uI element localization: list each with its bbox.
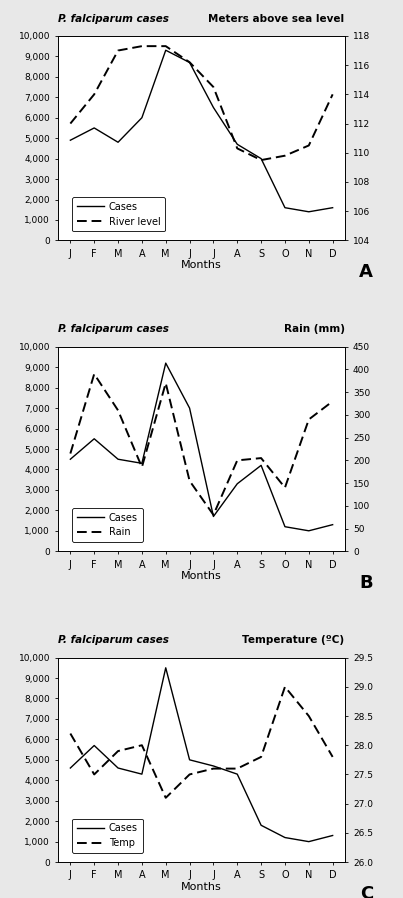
X-axis label: Months: Months [181,260,222,270]
Legend: Cases, Temp: Cases, Temp [72,819,143,853]
Temp [306,710,311,721]
X-axis label: Months: Months [181,882,222,892]
Line: Cases: Cases [71,363,332,531]
Cases [330,519,335,530]
Temp [68,728,73,739]
Line: Rain: Rain [71,374,332,515]
Cases [187,754,192,765]
Temp [163,792,168,803]
Legend: Cases, Rain: Cases, Rain [72,507,143,542]
Cases [92,434,97,445]
Cases [187,402,192,413]
River level [68,119,73,129]
Rain [92,369,97,380]
Cases [68,453,73,464]
Cases [116,762,120,773]
River level [235,143,240,154]
River level [330,89,335,100]
Text: C: C [360,885,373,898]
Cases [163,663,168,674]
Line: Temp: Temp [71,687,332,797]
Rain [259,453,264,463]
Cases [330,202,335,213]
Cases [139,112,144,123]
Cases [259,154,264,164]
Cases [68,135,73,145]
Line: River level: River level [71,46,332,160]
Cases [306,207,311,217]
Rain [116,405,120,416]
Cases [163,357,168,368]
Text: P. falciparum cases: P. falciparum cases [58,13,169,23]
Rain [306,414,311,425]
Cases [92,740,97,751]
Rain [139,462,144,472]
Line: Cases: Cases [71,668,332,841]
Rain [330,396,335,407]
Legend: Cases, River level: Cases, River level [72,197,166,232]
River level [116,45,120,56]
River level [283,150,287,161]
River level [163,40,168,51]
River level [92,89,97,100]
Cases [235,769,240,779]
Temp [116,745,120,756]
Rain [211,509,216,520]
Temp [92,769,97,779]
Cases [139,458,144,469]
Cases [211,761,216,771]
Cases [116,136,120,147]
Rain [163,378,168,389]
Temp [187,769,192,779]
Cases [330,830,335,841]
Cases [187,57,192,68]
Text: B: B [359,574,373,592]
Cases [211,511,216,522]
Cases [68,762,73,773]
Cases [283,202,287,213]
Cases [139,769,144,779]
Cases [283,522,287,533]
Temp [283,682,287,692]
River level [211,82,216,92]
Cases [163,45,168,56]
River level [306,140,311,151]
Text: Meters above sea level: Meters above sea level [208,13,345,23]
Cases [116,453,120,464]
Temp [211,763,216,774]
Cases [306,836,311,847]
Temp [259,752,264,762]
Cases [211,102,216,113]
Cases [92,122,97,133]
River level [187,57,192,67]
Rain [283,482,287,493]
River level [259,154,264,165]
River level [139,40,144,51]
Cases [259,820,264,831]
Cases [283,832,287,843]
Text: Rain (mm): Rain (mm) [284,324,345,334]
Cases [306,525,311,536]
Rain [68,448,73,459]
Line: Cases: Cases [71,50,332,212]
Rain [187,475,192,486]
X-axis label: Months: Months [181,571,222,581]
Text: Temperature (ºC): Temperature (ºC) [243,635,345,646]
Text: P. falciparum cases: P. falciparum cases [58,635,169,646]
Rain [235,455,240,466]
Temp [235,763,240,774]
Temp [139,740,144,751]
Cases [235,139,240,150]
Text: P. falciparum cases: P. falciparum cases [58,324,169,334]
Text: A: A [359,263,373,281]
Temp [330,752,335,762]
Cases [259,460,264,471]
Cases [235,479,240,489]
